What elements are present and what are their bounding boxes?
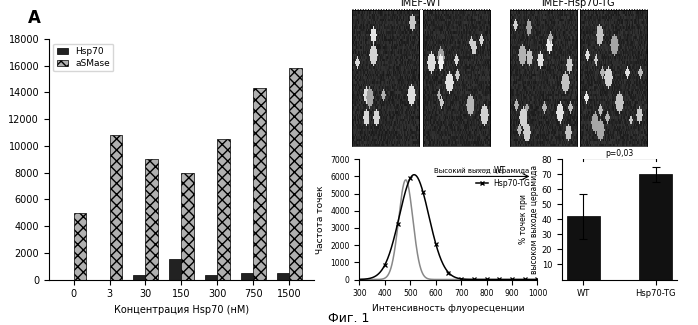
Bar bbox=[110, 135, 122, 280]
Bar bbox=[218, 139, 230, 280]
Text: Фиг. 1: Фиг. 1 bbox=[328, 312, 370, 325]
Y-axis label: Частота точек: Частота точек bbox=[315, 185, 325, 254]
Bar bbox=[133, 276, 145, 279]
Bar bbox=[169, 259, 181, 280]
Legend: Hsp70, aSMase: Hsp70, aSMase bbox=[53, 44, 113, 72]
Text: iMEF-Hsp70-TG: iMEF-Hsp70-TG bbox=[542, 0, 615, 8]
Bar bbox=[73, 213, 86, 280]
Bar bbox=[205, 276, 218, 279]
Text: Высокий выход церамида: Высокий выход церамида bbox=[434, 167, 530, 174]
Bar bbox=[290, 68, 302, 280]
Text: A: A bbox=[28, 9, 40, 27]
Bar bbox=[567, 216, 600, 280]
Bar bbox=[241, 273, 253, 280]
Bar bbox=[639, 174, 671, 280]
Bar bbox=[145, 159, 158, 280]
X-axis label: Интенсивность флуоресценции: Интенсивность флуоресценции bbox=[372, 304, 525, 313]
Text: p=0,03: p=0,03 bbox=[605, 149, 634, 158]
Bar bbox=[181, 173, 194, 280]
Y-axis label: ΔRU: ΔRU bbox=[0, 148, 3, 171]
Text: iMEF-WT: iMEF-WT bbox=[401, 0, 442, 8]
X-axis label: Концентрация Hsp70 (нМ): Концентрация Hsp70 (нМ) bbox=[114, 305, 249, 315]
Legend: WT, Hsp70-TG: WT, Hsp70-TG bbox=[473, 163, 534, 191]
Text: B: B bbox=[342, 0, 355, 4]
Bar bbox=[277, 273, 290, 280]
Bar bbox=[253, 88, 266, 280]
Y-axis label: % точек при
высоком выходе церамида: % точек при высоком выходе церамида bbox=[519, 165, 539, 274]
